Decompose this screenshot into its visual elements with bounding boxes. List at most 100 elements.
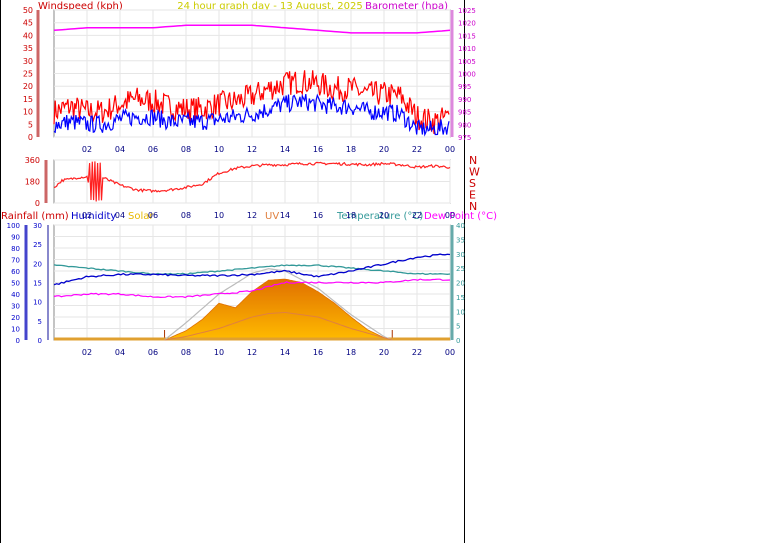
wind-tick-50: 50 [23, 6, 33, 15]
temp-tick-25: 25 [456, 265, 465, 273]
uv-label: UV [265, 211, 279, 222]
wind-x-tick-06: 06 [148, 145, 158, 154]
baro-tick-985: 985 [458, 109, 471, 117]
dewpoint-label: Dew Point (°C) [424, 211, 497, 222]
temperature-line [53, 264, 451, 275]
baro-tick-975: 975 [458, 134, 471, 142]
wind-x-tick-00: 00 [445, 145, 455, 154]
direction-x-tick-18: 18 [346, 211, 356, 220]
baro-tick-1025: 1025 [458, 7, 476, 15]
rainfall-label: Rainfall (mm) [1, 211, 69, 222]
direction-x-tick-14: 14 [280, 211, 290, 220]
humidity-tick-90: 90 [11, 234, 20, 242]
temperature-label: Temperature (°C) [336, 211, 423, 222]
rain-x-tick-20: 20 [379, 348, 389, 357]
temp-tick-35: 35 [456, 236, 465, 244]
compass-E: E [469, 189, 476, 202]
rain-tick-25: 25 [33, 241, 42, 249]
humidity-tick-20: 20 [11, 314, 20, 322]
baro-tick-990: 990 [458, 96, 471, 104]
rain-tick-30: 30 [33, 222, 42, 230]
rain-tick-15: 15 [33, 280, 42, 288]
direction-x-tick-22: 22 [412, 211, 422, 220]
humidity-label: Humidity [71, 211, 116, 222]
rain-x-tick-18: 18 [346, 348, 356, 357]
wind-tick-35: 35 [23, 44, 33, 53]
temp-tick-10: 10 [456, 308, 465, 316]
rain-x-tick-16: 16 [313, 348, 323, 357]
direction-tick-0: 0 [35, 199, 40, 208]
wind-x-tick-20: 20 [379, 145, 389, 154]
rain-x-tick-06: 06 [148, 348, 158, 357]
wind-x-tick-18: 18 [346, 145, 356, 154]
wind-tick-0: 0 [28, 133, 33, 142]
solar-label: Solar [128, 211, 154, 222]
windspeed-axis-title: Windspeed (kph) [38, 1, 123, 12]
humidity-tick-100: 100 [7, 222, 20, 230]
wind-x-tick-14: 14 [280, 145, 290, 154]
humidity-line [53, 253, 451, 286]
wind-tick-20: 20 [23, 82, 33, 91]
rain-tick-5: 5 [38, 318, 42, 326]
rain-humidity-temp-panel: 0102030405060708090100051015202530051015… [7, 222, 465, 357]
direction-x-tick-00: 00 [445, 211, 455, 220]
wind-x-tick-16: 16 [313, 145, 323, 154]
wind-x-tick-22: 22 [412, 145, 422, 154]
direction-tick-180: 180 [25, 178, 40, 187]
baro-tick-1010: 1010 [458, 45, 476, 53]
direction-x-tick-02: 02 [82, 211, 92, 220]
temp-tick-30: 30 [456, 251, 465, 259]
barometer-line [53, 24, 451, 34]
direction-x-tick-04: 04 [115, 211, 125, 220]
humidity-tick-70: 70 [11, 257, 20, 265]
direction-x-tick-20: 20 [379, 211, 389, 220]
rain-x-tick-14: 14 [280, 348, 290, 357]
direction-tick-360: 360 [25, 156, 40, 165]
uv-line [164, 312, 393, 341]
wind-tick-25: 25 [23, 70, 33, 79]
baro-tick-1000: 1000 [458, 71, 476, 79]
wind-x-tick-10: 10 [214, 145, 224, 154]
compass-N: N [469, 154, 477, 167]
wind-tick-15: 15 [23, 95, 33, 104]
compass-S: S [469, 177, 476, 190]
direction-line [53, 161, 451, 202]
temp-tick-5: 5 [456, 323, 460, 331]
direction-x-tick-10: 10 [214, 211, 224, 220]
wind-x-tick-02: 02 [82, 145, 92, 154]
humidity-tick-50: 50 [11, 280, 20, 288]
graph-frame [0, 0, 465, 543]
wind-x-tick-04: 04 [115, 145, 125, 154]
wind-tick-45: 45 [23, 19, 33, 28]
baro-tick-1015: 1015 [458, 32, 476, 40]
humidity-tick-30: 30 [11, 303, 20, 311]
wind-tick-40: 40 [23, 31, 33, 40]
rain-x-tick-08: 08 [181, 348, 191, 357]
rain-x-tick-04: 04 [115, 348, 125, 357]
humidity-tick-0: 0 [16, 337, 20, 345]
rain-x-tick-00: 00 [445, 348, 455, 357]
temp-tick-40: 40 [456, 222, 465, 230]
rain-tick-0: 0 [38, 337, 42, 345]
baro-tick-1020: 1020 [458, 20, 476, 28]
wind-tick-10: 10 [23, 108, 33, 117]
theoretical_solar-line [164, 268, 393, 341]
rain-x-tick-22: 22 [412, 348, 422, 357]
rain-tick-10: 10 [33, 299, 42, 307]
temp-tick-0: 0 [456, 337, 460, 345]
compass-W: W [469, 166, 480, 179]
direction-x-tick-16: 16 [313, 211, 323, 220]
rain-x-tick-10: 10 [214, 348, 224, 357]
humidity-tick-80: 80 [11, 245, 20, 253]
rain-x-tick-12: 12 [247, 348, 257, 357]
baro-tick-1005: 1005 [458, 58, 476, 66]
barometer-axis-title: Barometer (hpa) [365, 1, 448, 12]
rain-x-tick-02: 02 [82, 348, 92, 357]
temp-tick-20: 20 [456, 280, 465, 288]
compass-N: N [469, 200, 477, 213]
wind-x-tick-12: 12 [247, 145, 257, 154]
direction-x-tick-06: 06 [148, 211, 158, 220]
direction-x-tick-08: 08 [181, 211, 191, 220]
